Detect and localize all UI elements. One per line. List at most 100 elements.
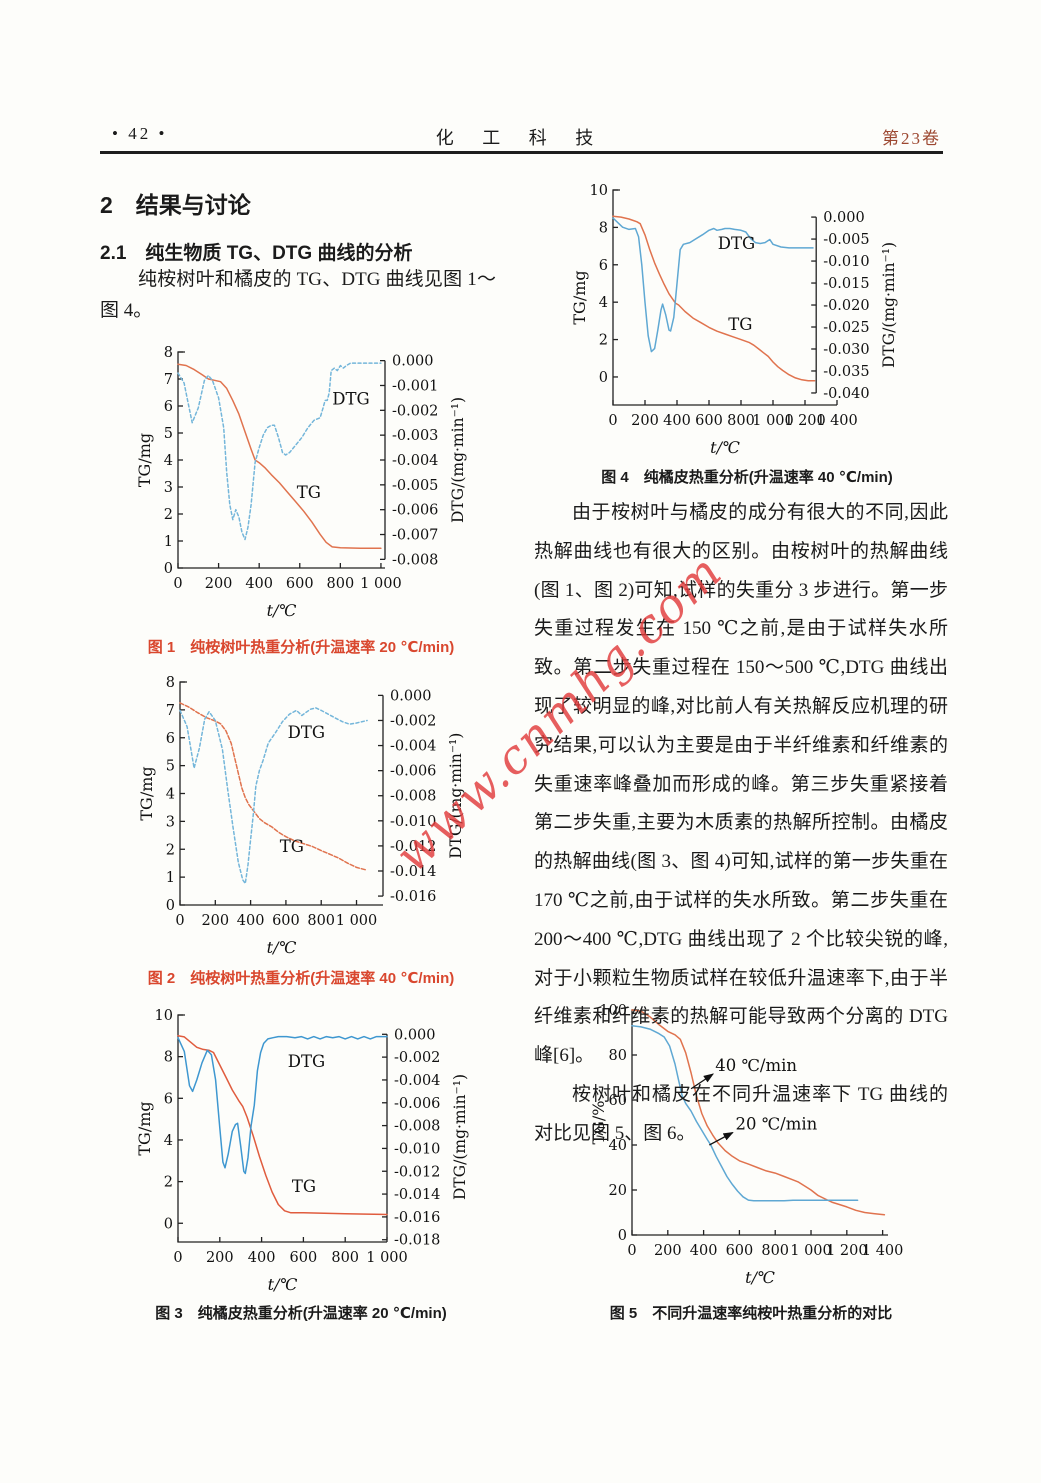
svg-text:400: 400 (237, 913, 265, 929)
svg-text:-0.004: -0.004 (392, 453, 438, 469)
svg-text:4: 4 (164, 1133, 173, 1149)
figure-2-chart: 0 1 2 3 4 5 6 7 8 0 200 400 600 800 1 000 t/℃ TG/mg 0.000… (137, 675, 490, 971)
svg-text:t/℃: t/℃ (710, 438, 740, 457)
body-paragraph-1: 由于桉树叶与橘皮的成分有很大的不同,因此热解曲线也有很大的区别。由桉树叶的热解曲… (534, 502, 948, 1067)
svg-text:-0.012: -0.012 (390, 839, 436, 855)
figure-1-caption: 图 1 纯桉树叶热重分析(升温速率 20 ℃/min) (147, 639, 455, 656)
svg-text:60: 60 (609, 1093, 627, 1109)
svg-text:0: 0 (599, 370, 608, 386)
volume-label: 第23卷 (882, 129, 941, 148)
svg-text:-0.035: -0.035 (823, 364, 869, 380)
svg-text:TG/mg: TG/mg (135, 1101, 154, 1155)
header-rule (100, 151, 943, 154)
figure-3-caption: 图 3 纯橘皮热重分析(升温速率 20 ℃/min) (155, 1305, 447, 1322)
svg-text:400: 400 (690, 1243, 718, 1259)
svg-text:-0.012: -0.012 (394, 1164, 440, 1180)
svg-text:-0.010: -0.010 (390, 814, 436, 830)
svg-text:TG: TG (297, 483, 321, 502)
svg-text:400: 400 (663, 413, 691, 429)
svg-text:0.000: 0.000 (392, 354, 434, 370)
svg-text:-0.018: -0.018 (394, 1233, 440, 1249)
svg-text:20 ℃/min: 20 ℃/min (735, 1114, 817, 1133)
svg-text:5: 5 (164, 426, 173, 442)
figure-4-caption: 图 4 纯橘皮热重分析(升温速率 40 ℃/min) (601, 469, 893, 486)
svg-text:3: 3 (164, 480, 173, 496)
svg-text:DTG: DTG (718, 234, 755, 253)
svg-text:0: 0 (175, 913, 184, 929)
svg-text:200: 200 (631, 413, 659, 429)
svg-text:1 200: 1 200 (826, 1243, 868, 1259)
svg-text:-0.015: -0.015 (823, 276, 869, 292)
svg-text:6: 6 (166, 731, 175, 747)
svg-text:2: 2 (166, 842, 175, 858)
svg-text:0: 0 (173, 576, 182, 592)
svg-text:TG: TG (292, 1177, 316, 1196)
svg-text:-0.008: -0.008 (394, 1119, 440, 1135)
svg-text:40: 40 (609, 1138, 627, 1154)
svg-text:TG: TG (280, 837, 304, 856)
svg-text:200: 200 (654, 1243, 682, 1259)
svg-text:-0.016: -0.016 (390, 889, 436, 905)
figure-3-chart: 0 2 4 6 8 10 0 200 400 600 800 1 000 t/℃ TG/mg 0.000 -0… (135, 1008, 490, 1306)
svg-text:0: 0 (164, 1216, 173, 1232)
svg-text:-0.040: -0.040 (823, 386, 869, 402)
svg-text:10: 10 (155, 1008, 173, 1024)
svg-text:6: 6 (164, 399, 173, 415)
svg-text:800: 800 (727, 413, 755, 429)
svg-text:-0.016: -0.016 (394, 1210, 440, 1226)
journal-title: 化 工 科 技 (435, 128, 606, 148)
svg-text:0: 0 (164, 561, 173, 577)
figure-1-chart: 0 1 2 3 4 5 6 7 8 0 200 400 600 800 1 000 t/℃ TG/mg 0.000… (135, 345, 490, 638)
svg-text:0.000: 0.000 (390, 688, 432, 704)
svg-text:7: 7 (166, 703, 175, 719)
svg-text:-0.010: -0.010 (394, 1141, 440, 1157)
svg-text:-0.004: -0.004 (394, 1073, 440, 1089)
figure-5-caption: 图 5 不同升温速率纯桉叶热重分析的对比 (609, 1305, 893, 1322)
figure-5-chart: 0 20 40 60 80 100 0 200 400 600 800 1 000 1 200 1 400… (568, 1002, 948, 1302)
svg-text:-0.002: -0.002 (394, 1050, 440, 1066)
svg-text:DTG: DTG (288, 1052, 325, 1071)
svg-text:1 000: 1 000 (790, 1243, 832, 1259)
svg-text:DTG/(mg·min⁻¹): DTG/(mg·min⁻¹) (449, 397, 467, 523)
svg-text:40 ℃/min: 40 ℃/min (715, 1056, 797, 1075)
intro-paragraph: 纯桉树叶和橘皮的 TG、DTG 曲线见图 1～图 4。 (100, 269, 496, 321)
svg-text:0.000: 0.000 (823, 210, 865, 226)
svg-text:DTG/(mg·min⁻¹): DTG/(mg·min⁻¹) (451, 1074, 469, 1200)
svg-text:-0.007: -0.007 (392, 528, 438, 544)
svg-text:-0.006: -0.006 (390, 764, 436, 780)
svg-text:1: 1 (166, 870, 175, 886)
svg-text:600: 600 (286, 576, 314, 592)
svg-text:600: 600 (726, 1243, 754, 1259)
svg-text:800: 800 (307, 913, 335, 929)
svg-text:t/℃: t/℃ (745, 1268, 775, 1287)
svg-text:800: 800 (331, 1250, 359, 1266)
svg-text:-0.010: -0.010 (823, 254, 869, 270)
svg-text:0.000: 0.000 (394, 1027, 436, 1043)
svg-text:10: 10 (590, 183, 608, 199)
page-number: • 42 • (112, 124, 168, 143)
svg-text:-0.003: -0.003 (392, 428, 438, 444)
svg-text:0: 0 (627, 1243, 636, 1259)
svg-text:4: 4 (164, 453, 173, 469)
svg-text:1 000: 1 000 (366, 1250, 408, 1266)
svg-text:200: 200 (205, 576, 233, 592)
svg-text:DTG/(mg·min⁻¹): DTG/(mg·min⁻¹) (880, 242, 898, 368)
svg-text:600: 600 (272, 913, 300, 929)
svg-text:t/℃: t/℃ (267, 601, 297, 620)
svg-text:DTG: DTG (288, 723, 325, 742)
svg-text:-0.006: -0.006 (392, 503, 438, 519)
svg-text:1 400: 1 400 (816, 413, 858, 429)
svg-text:400: 400 (248, 1250, 276, 1266)
svg-text:800: 800 (327, 576, 355, 592)
svg-text:0: 0 (608, 413, 617, 429)
subsection-heading: 2.1 纯生物质 TG、DTG 曲线的分析 (100, 243, 413, 264)
svg-text:5: 5 (166, 759, 175, 775)
svg-text:-0.008: -0.008 (392, 552, 438, 568)
svg-text:-0.005: -0.005 (392, 478, 438, 494)
svg-text:8: 8 (166, 675, 175, 691)
section-heading: 2 结果与讨论 (100, 192, 251, 218)
svg-text:1: 1 (164, 534, 173, 550)
svg-text:200: 200 (206, 1250, 234, 1266)
svg-text:DTG/(mg·min⁻¹): DTG/(mg·min⁻¹) (447, 733, 465, 859)
svg-text:7: 7 (164, 372, 173, 388)
